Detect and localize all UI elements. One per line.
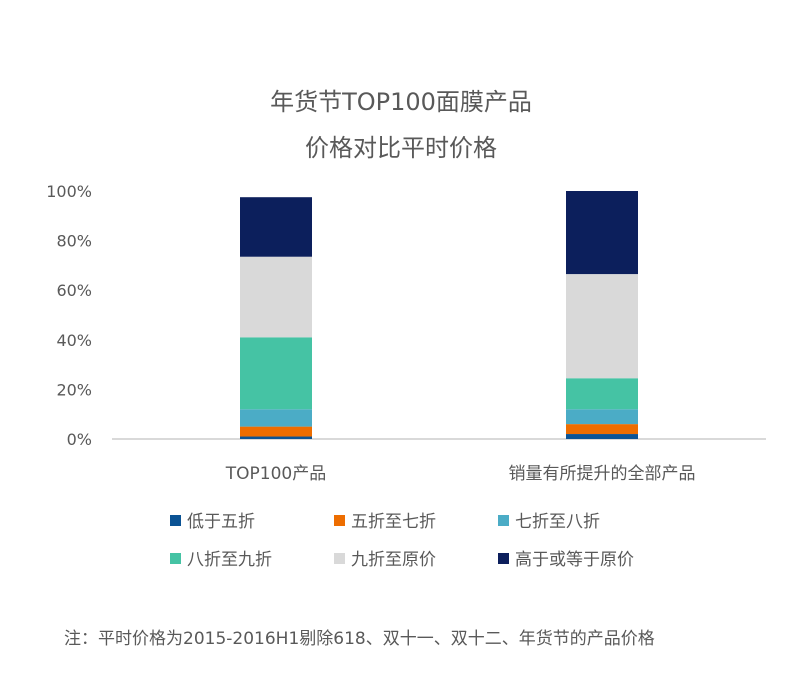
bar-segment <box>566 191 638 275</box>
plot-area: 0% 20% 40% 60% 80% 100% TOP100产品 销量有所提升的全部产品低于五… <box>46 182 766 570</box>
legend-label: 九折至原价 <box>351 550 436 570</box>
legend-swatch <box>334 553 345 564</box>
chart-title-line1: 年货节TOP100面膜产品 <box>270 88 532 116</box>
bar-segment <box>566 274 638 379</box>
bar-segment <box>240 256 312 338</box>
bar-segment <box>240 436 312 439</box>
bar-segment <box>240 337 312 410</box>
legend-swatch <box>498 553 509 564</box>
legend-label: 五折至七折 <box>351 512 436 532</box>
legend-label: 高于或等于原价 <box>515 550 634 570</box>
legend-label: 低于五折 <box>187 512 255 532</box>
bar-segment <box>566 409 638 425</box>
footnote: 注：平时价格为2015-2016H1剔除618、双十一、双十二、年货节的产品价格 <box>64 629 655 649</box>
y-tick-label: 0% <box>67 430 92 449</box>
legend-label: 七折至八折 <box>515 512 600 532</box>
legend-swatch <box>170 515 181 526</box>
chart-title-line2: 价格对比平时价格 <box>305 134 497 162</box>
bar-segment <box>240 409 312 427</box>
legend-swatch <box>498 515 509 526</box>
y-tick-label: 60% <box>56 281 92 300</box>
y-tick-label: 100% <box>46 182 92 201</box>
y-tick-label: 80% <box>56 232 92 251</box>
y-tick-label: 20% <box>56 380 92 399</box>
bar-segment <box>240 197 312 257</box>
bar-segment <box>566 378 638 410</box>
legend-swatch <box>170 553 181 564</box>
bar-segment <box>566 434 638 439</box>
bar-segment <box>566 424 638 435</box>
x-tick-label: TOP100产品 <box>225 464 326 484</box>
legend-label: 八折至九折 <box>187 550 272 570</box>
legend-swatch <box>334 515 345 526</box>
y-tick-label: 40% <box>56 331 92 350</box>
bar-segment <box>240 426 312 437</box>
x-tick-label: 销量有所提升的全部产品 <box>509 464 696 484</box>
